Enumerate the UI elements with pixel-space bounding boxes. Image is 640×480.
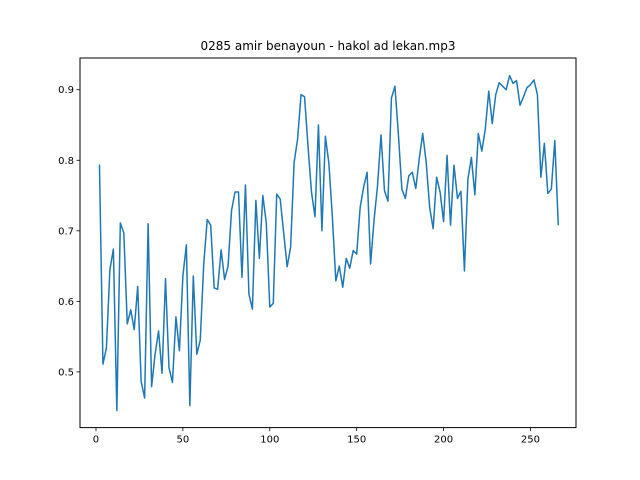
x-tick-label: 100 bbox=[260, 435, 279, 446]
x-tick-label: 50 bbox=[177, 435, 190, 446]
chart-title: 0285 amir benayoun - hakol ad lekan.mp3 bbox=[201, 39, 456, 53]
x-tick-label: 200 bbox=[434, 435, 453, 446]
y-tick-label: 0.8 bbox=[58, 156, 74, 167]
y-axis: 0.5 0.6 0.7 0.8 0.9 bbox=[58, 85, 80, 378]
y-tick-label: 0.5 bbox=[58, 367, 74, 378]
x-tick-label: 150 bbox=[347, 435, 366, 446]
y-tick-label: 0.6 bbox=[58, 297, 74, 308]
plot-frame bbox=[79, 57, 577, 429]
data-series-line-1 bbox=[98, 74, 560, 412]
x-axis: 0 50 100 150 200 250 bbox=[93, 427, 540, 446]
y-tick-label: 0.9 bbox=[58, 85, 74, 96]
x-tick-label: 0 bbox=[93, 435, 99, 446]
y-tick-label: 0.7 bbox=[58, 226, 74, 237]
x-tick-label: 250 bbox=[521, 435, 540, 446]
plot-area bbox=[98, 74, 560, 412]
